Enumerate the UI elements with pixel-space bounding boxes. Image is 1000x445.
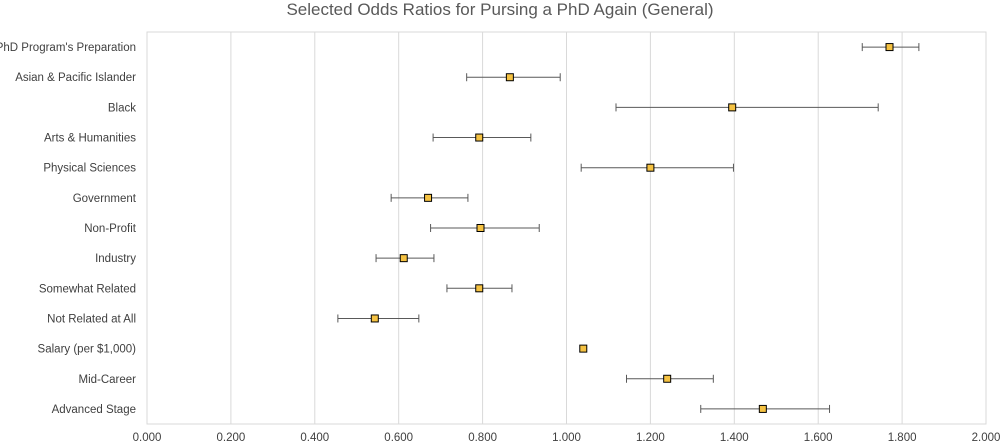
x-tick-label: 0.800 [468, 432, 497, 444]
data-point [370, 314, 379, 323]
x-tick-label: 2.000 [972, 432, 1000, 444]
data-point [476, 224, 485, 232]
y-axis-categories: PhD Program's Preparation Asian & Pacific… [0, 42, 137, 416]
data-points [370, 43, 894, 413]
data-point [424, 193, 433, 202]
category-label: Advanced Stage [52, 404, 136, 416]
data-point [646, 163, 655, 172]
data-point [758, 404, 767, 413]
data-point [579, 344, 588, 353]
data-point [885, 43, 894, 52]
x-tick-label: 1.000 [552, 432, 581, 444]
data-point [399, 254, 408, 263]
x-tick-label: 1.600 [804, 432, 833, 444]
data-point [728, 103, 737, 112]
data-point [505, 73, 514, 82]
x-tick-label: 0.000 [133, 432, 162, 444]
category-label: PhD Program's Preparation [0, 42, 136, 54]
x-axis-ticks: 0.000 0.200 0.400 0.600 0.800 1.000 1.200 1.400… [133, 432, 1000, 444]
x-tick-label: 0.400 [300, 432, 329, 444]
x-tick-label: 1.800 [888, 432, 917, 444]
category-label: Salary (per $1,000) [38, 344, 137, 356]
category-label: Industry [95, 253, 136, 265]
gridlines [230, 32, 903, 424]
x-tick-label: 0.600 [384, 432, 413, 444]
data-point [475, 133, 484, 142]
category-label: Mid-Career [78, 374, 136, 386]
category-label: Non-Profit [84, 223, 137, 235]
category-label: Black [108, 102, 136, 114]
category-label: Physical Sciences [43, 163, 136, 175]
x-tick-label: 1.400 [720, 432, 749, 444]
category-label: Asian & Pacific Islander [15, 72, 136, 84]
category-label: Not Related at All [47, 313, 136, 325]
x-tick-label: 0.200 [217, 432, 246, 444]
category-label: Arts & Humanities [44, 133, 136, 145]
x-tick-label: 1.200 [636, 432, 665, 444]
category-label: Somewhat Related [39, 283, 136, 295]
data-point [663, 374, 672, 383]
data-point [475, 284, 484, 293]
category-label: Government [73, 193, 137, 205]
chart-title: Selected Odds Ratios for Pursing a PhD A… [286, 0, 714, 19]
